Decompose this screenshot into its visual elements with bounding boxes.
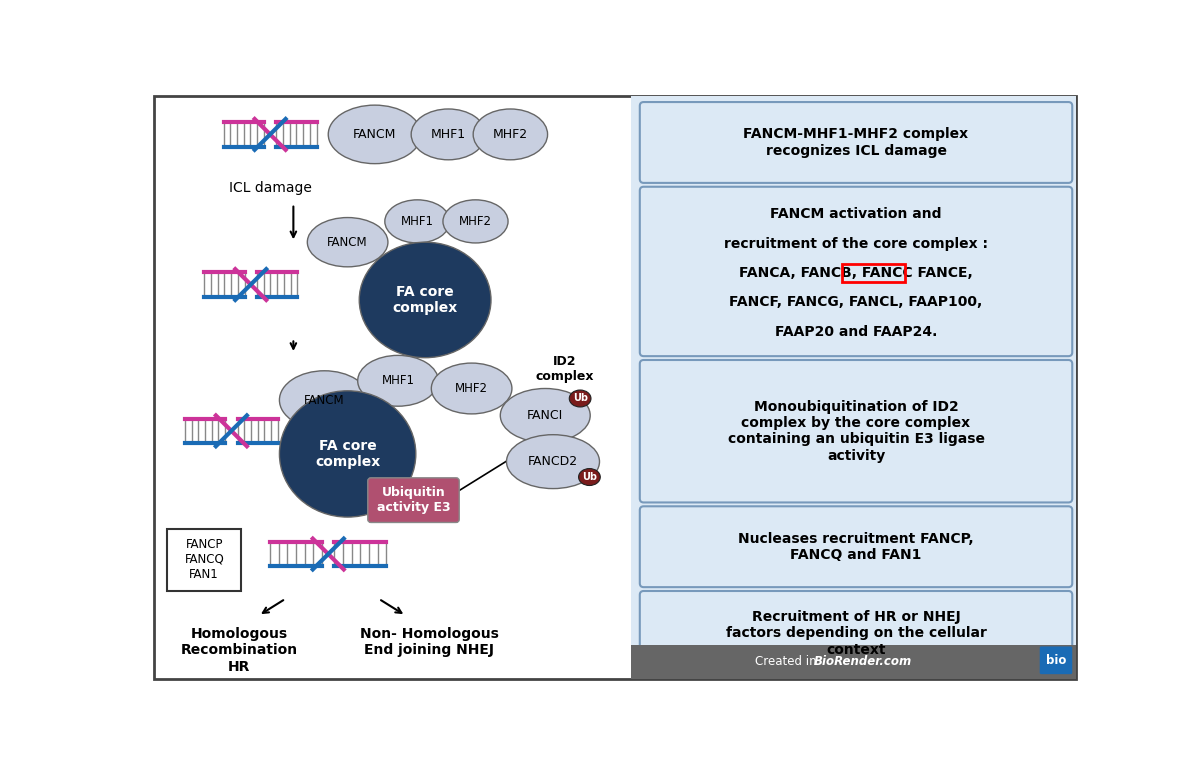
FancyBboxPatch shape xyxy=(640,591,1073,676)
Text: Ub: Ub xyxy=(582,472,596,482)
Text: Recruitment of HR or NHEJ
factors depending on the cellular
context: Recruitment of HR or NHEJ factors depend… xyxy=(726,611,986,657)
Ellipse shape xyxy=(578,469,600,486)
Text: BioRender.com: BioRender.com xyxy=(814,655,912,668)
Text: Non- Homologous
End joining NHEJ: Non- Homologous End joining NHEJ xyxy=(360,627,498,657)
FancyBboxPatch shape xyxy=(367,478,460,522)
FancyBboxPatch shape xyxy=(640,186,1073,356)
Text: Monoubiquitination of ID2
complex by the core complex
containing an ubiquitin E3: Monoubiquitination of ID2 complex by the… xyxy=(727,400,984,463)
Ellipse shape xyxy=(307,218,388,267)
Ellipse shape xyxy=(359,242,491,357)
Text: Created in: Created in xyxy=(755,655,816,668)
Text: MHF1: MHF1 xyxy=(431,128,466,141)
Text: FANCF, FANCG, FANCL, FAAP100,: FANCF, FANCG, FANCL, FAAP100, xyxy=(730,295,983,309)
Ellipse shape xyxy=(412,109,486,160)
Text: MHF2: MHF2 xyxy=(455,382,488,395)
Text: FANCM: FANCM xyxy=(353,128,396,141)
Text: MHF2: MHF2 xyxy=(493,128,528,141)
Ellipse shape xyxy=(280,391,416,517)
FancyBboxPatch shape xyxy=(640,102,1073,183)
Text: bio: bio xyxy=(1045,653,1066,667)
Text: MHF1: MHF1 xyxy=(382,374,414,387)
Ellipse shape xyxy=(506,435,600,489)
Text: FANCM activation and: FANCM activation and xyxy=(770,207,942,221)
Text: FAAP20 and FAAP24.: FAAP20 and FAAP24. xyxy=(775,324,937,339)
Ellipse shape xyxy=(431,363,512,414)
FancyBboxPatch shape xyxy=(630,96,1076,679)
Text: FANCM-MHF1-MHF2 complex
recognizes ICL damage: FANCM-MHF1-MHF2 complex recognizes ICL d… xyxy=(744,127,968,157)
Text: FANCA, FANCB, FANCC FANCE,: FANCA, FANCB, FANCC FANCE, xyxy=(739,266,973,280)
Text: recruitment of the core complex :: recruitment of the core complex : xyxy=(724,236,988,251)
Text: Homologous
Recombination
HR: Homologous Recombination HR xyxy=(180,627,298,673)
FancyBboxPatch shape xyxy=(154,96,1076,679)
Ellipse shape xyxy=(329,105,421,163)
Text: FANCI: FANCI xyxy=(527,409,563,422)
Ellipse shape xyxy=(500,389,590,443)
Ellipse shape xyxy=(473,109,547,160)
Ellipse shape xyxy=(358,355,438,407)
Ellipse shape xyxy=(569,390,590,407)
Text: FANCP
FANCQ
FAN1: FANCP FANCQ FAN1 xyxy=(185,538,224,581)
FancyBboxPatch shape xyxy=(1039,647,1073,674)
Text: Nucleases recruitment FANCP,
FANCQ and FAN1: Nucleases recruitment FANCP, FANCQ and F… xyxy=(738,532,974,561)
Text: ICL damage: ICL damage xyxy=(229,180,312,195)
Text: ID2
complex: ID2 complex xyxy=(535,355,594,384)
Text: Ub: Ub xyxy=(572,393,588,403)
Text: FA core
complex: FA core complex xyxy=(314,439,380,469)
Text: FANCM: FANCM xyxy=(304,393,344,407)
FancyBboxPatch shape xyxy=(640,360,1073,502)
Ellipse shape xyxy=(443,200,508,243)
Ellipse shape xyxy=(280,370,370,430)
Text: MHF2: MHF2 xyxy=(458,215,492,228)
Text: FANCD2: FANCD2 xyxy=(528,455,578,468)
FancyBboxPatch shape xyxy=(630,645,1076,679)
Text: FANCM: FANCM xyxy=(328,235,368,249)
FancyBboxPatch shape xyxy=(167,528,241,591)
Ellipse shape xyxy=(385,200,450,243)
FancyBboxPatch shape xyxy=(640,506,1073,588)
Text: MHF1: MHF1 xyxy=(401,215,434,228)
Text: Ubiquitin
activity E3: Ubiquitin activity E3 xyxy=(377,486,450,514)
Text: FA core
complex: FA core complex xyxy=(392,285,457,315)
